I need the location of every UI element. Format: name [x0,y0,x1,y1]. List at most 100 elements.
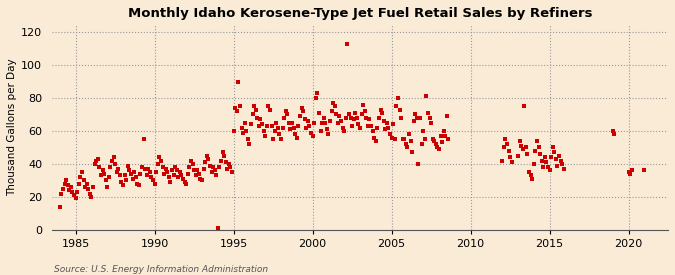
Point [117,183,128,188]
Point [119,173,130,178]
Point [396,116,406,120]
Point [175,170,186,174]
Point [333,120,344,125]
Point [263,104,274,108]
Point [294,114,305,118]
Point [378,119,389,123]
Point [419,137,430,141]
Point [113,167,124,171]
Point [306,130,317,135]
Point [214,165,225,169]
Point [271,120,281,125]
Point [362,124,373,128]
Point [280,109,291,113]
Point [187,162,198,166]
Point [529,162,539,166]
Point [423,111,433,115]
Point [431,142,441,146]
Point [535,152,545,156]
Point [269,129,280,133]
Point [141,173,152,178]
Point [55,205,65,209]
Point [178,177,188,181]
Point [86,195,97,199]
Point [441,114,452,118]
Point [435,134,446,138]
Point [288,125,299,130]
Point [232,109,242,113]
Point [348,117,359,122]
Point [356,112,367,117]
Point [70,196,81,201]
Point [157,165,168,169]
Point [94,165,105,169]
Point [437,140,448,145]
Point [525,173,536,178]
Point [516,144,526,148]
Point [61,178,72,183]
Point [195,177,206,181]
Point [213,226,223,230]
Point [512,153,523,158]
Point [549,150,560,155]
Point [443,137,454,141]
Point [304,124,315,128]
Point [408,119,419,123]
Point [151,170,161,174]
Point [418,129,429,133]
Point [81,182,92,186]
Point [524,170,535,174]
Point [497,158,508,163]
Point [256,122,267,127]
Point [132,182,142,186]
Point [254,124,265,128]
Point [410,112,421,117]
Point [92,157,103,161]
Point [80,185,90,189]
Point [498,145,509,150]
Point [78,178,89,183]
Point [414,116,425,120]
Point [383,125,394,130]
Point [138,137,149,141]
Point [433,147,444,151]
Point [275,137,286,141]
Point [170,165,181,169]
Point [154,155,165,160]
Point [99,172,109,176]
Point [320,120,331,125]
Point [180,180,190,184]
Point [222,167,233,171]
Point [279,116,290,120]
Point [134,183,144,188]
Point [308,120,319,125]
Point [201,153,212,158]
Point [72,190,82,194]
Point [380,127,391,131]
Point [121,178,132,183]
Point [432,145,443,150]
Point [149,182,160,186]
Point [277,125,288,130]
Point [517,147,528,151]
Point [274,132,285,136]
Point [394,107,405,112]
Point [160,167,171,171]
Title: Monthly Idaho Kerosene-Type Jet Fuel Retail Sales by Refiners: Monthly Idaho Kerosene-Type Jet Fuel Ret… [128,7,592,20]
Point [625,172,636,176]
Point [96,173,107,178]
Point [541,160,552,164]
Point [347,124,358,128]
Point [369,135,379,140]
Point [146,175,157,179]
Point [400,142,411,146]
Point [298,109,308,113]
Point [427,137,438,141]
Point [544,168,555,173]
Point [391,104,402,108]
Point [126,172,136,176]
Point [211,173,221,178]
Point [310,96,321,100]
Point [116,180,127,184]
Point [103,175,114,179]
